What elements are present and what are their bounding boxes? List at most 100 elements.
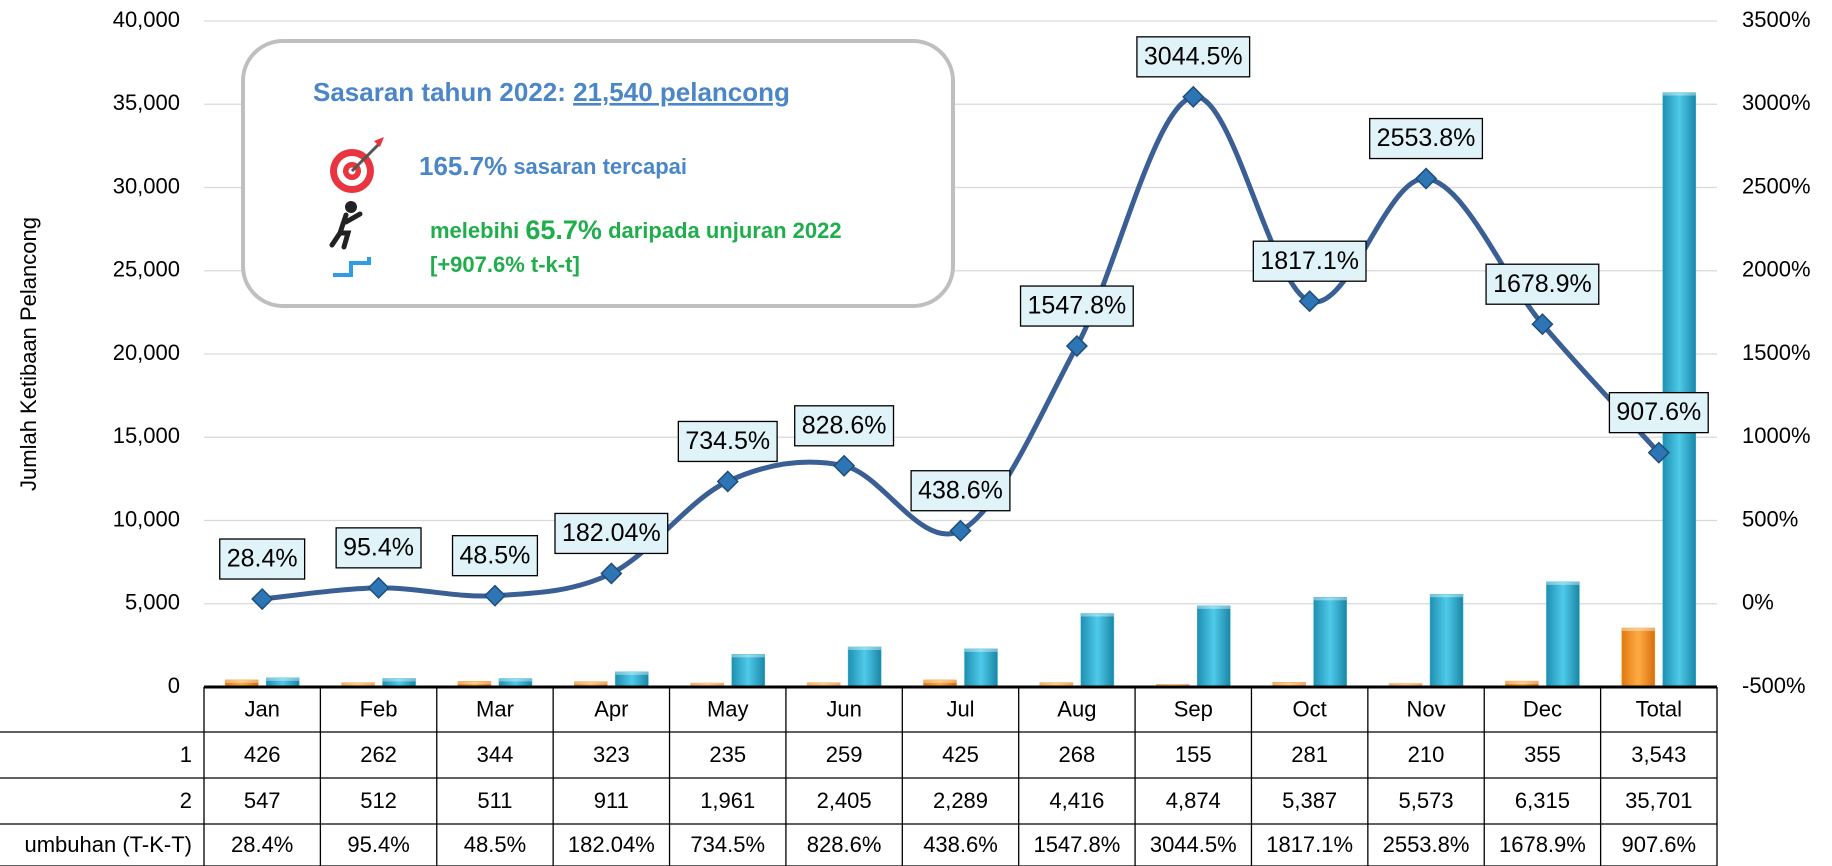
- bar-cap: [923, 679, 957, 683]
- table-cell: 28.4%: [231, 832, 293, 857]
- table-cell: 323: [593, 742, 630, 767]
- y-tick-label: 15,000: [113, 423, 180, 448]
- growth-note: [+907.6% t-k-t]: [430, 252, 580, 277]
- bar-cap: [615, 671, 649, 675]
- table-cell: 907.6%: [1621, 832, 1696, 857]
- target-prefix: Sasaran tahun 2022:: [313, 77, 566, 107]
- table-cell: 511: [477, 788, 512, 813]
- growth-marker: [833, 454, 856, 477]
- data-label: 182.04%: [562, 519, 661, 547]
- table-cell: 4,874: [1166, 788, 1221, 813]
- bar-cap: [1389, 683, 1423, 687]
- bar-cap: [1621, 628, 1655, 632]
- data-label-box: [1608, 391, 1709, 434]
- x-tick-label: Jun: [826, 696, 861, 721]
- data-label: 907.6%: [1616, 398, 1701, 426]
- legend-label: 1: [180, 742, 192, 767]
- target-icon: [330, 137, 384, 193]
- data-label: 734.5%: [685, 427, 770, 455]
- data-label-box: [794, 405, 895, 447]
- y-tick-label: 35,000: [113, 90, 180, 115]
- table-cell: 911: [594, 788, 629, 813]
- table-cell: 3044.5%: [1150, 832, 1237, 857]
- table-cell: 182.04%: [568, 832, 655, 857]
- exceed-line: melebihi 65.7% daripada unjuran 2022: [430, 215, 842, 245]
- bar: [1313, 597, 1347, 688]
- y-tick-label: 30,000: [113, 173, 180, 198]
- bar-cap: [1430, 594, 1464, 598]
- table-cell: 1,961: [700, 788, 755, 813]
- bar-cap: [690, 683, 724, 687]
- bar: [1429, 593, 1464, 688]
- exceed-prefix: melebihi: [430, 218, 519, 243]
- table-cell: 425: [942, 742, 979, 767]
- table-cell: 828.6%: [807, 832, 882, 857]
- table-cell: 426: [244, 742, 281, 767]
- y-tick-label: 25,000: [113, 257, 180, 282]
- x-tick-label: Sep: [1174, 696, 1213, 721]
- bar-cap: [1546, 581, 1580, 585]
- growth-marker: [367, 576, 390, 599]
- growth-marker: [251, 587, 274, 611]
- data-label: 1817.1%: [1260, 247, 1359, 275]
- table-cell: 281: [1291, 742, 1328, 767]
- annotation-box: Sasaran tahun 2022: 21,540 pelancong 165…: [241, 39, 955, 308]
- data-label-box: [335, 527, 422, 569]
- y-tick-label: 5,000: [125, 590, 180, 615]
- data-label-box: [1136, 36, 1251, 78]
- data-label: 3044.5%: [1144, 42, 1243, 70]
- bar-cap: [1197, 605, 1231, 609]
- x-tick-label: Apr: [594, 696, 628, 721]
- growth-marker: [1414, 167, 1438, 190]
- data-label: 48.5%: [460, 541, 531, 569]
- data-label-box: [1369, 117, 1484, 160]
- y2-tick-label: 1500%: [1742, 340, 1811, 365]
- y-tick-label: 10,000: [113, 506, 180, 531]
- x-tick-label: Mar: [476, 696, 514, 721]
- target-value: 21,540 pelancong: [573, 77, 790, 107]
- target-line: Sasaran tahun 2022: 21,540 pelancong: [313, 77, 790, 107]
- achieved-text: sasaran tercapai: [513, 154, 687, 179]
- y2-tick-label: 2500%: [1742, 173, 1811, 198]
- table-cell: 155: [1175, 742, 1212, 767]
- table-cell: 210: [1408, 742, 1445, 767]
- data-label: 28.4%: [227, 545, 298, 573]
- growth-marker: [1298, 290, 1321, 313]
- bar: [1621, 627, 1656, 688]
- bar-cap: [341, 682, 375, 686]
- y2-tick-label: 1000%: [1742, 423, 1811, 448]
- growth-marker: [1182, 85, 1205, 108]
- bar-cap: [574, 681, 608, 685]
- table-cell: 2553.8%: [1383, 832, 1470, 857]
- table-cell: 1817.1%: [1266, 832, 1353, 857]
- bar-cap: [1313, 597, 1347, 601]
- data-label-box: [451, 535, 539, 577]
- bar-cap: [225, 679, 259, 683]
- bar: [731, 654, 765, 688]
- data-label-box: [554, 512, 669, 555]
- bar-cap: [848, 646, 882, 650]
- table-cell: 2,405: [817, 788, 872, 813]
- x-tick-label: May: [707, 696, 749, 721]
- y2-tick-label: 3000%: [1742, 90, 1811, 115]
- bar-cap: [1662, 92, 1696, 96]
- x-tick-label: Nov: [1406, 696, 1445, 721]
- bar-cap: [807, 682, 841, 686]
- bar-cap: [382, 678, 416, 682]
- bar-cap: [1505, 681, 1539, 685]
- bar: [1197, 605, 1231, 688]
- bar-cap: [457, 681, 491, 685]
- data-label-box: [1485, 263, 1600, 305]
- y2-tick-label: 500%: [1742, 506, 1798, 531]
- table-cell: 3,543: [1631, 742, 1686, 767]
- bar: [847, 646, 882, 688]
- table-cell: 262: [360, 742, 397, 767]
- x-tick-label: Aug: [1057, 696, 1096, 721]
- data-label-box: [910, 470, 1011, 512]
- bar-cap: [964, 648, 998, 652]
- exceed-value: 65.7%: [525, 215, 602, 245]
- y2-tick-label: -500%: [1742, 673, 1806, 698]
- table-cell: 4,416: [1049, 788, 1104, 813]
- table-cell: 355: [1524, 742, 1561, 767]
- table-cell: 48.5%: [464, 832, 526, 857]
